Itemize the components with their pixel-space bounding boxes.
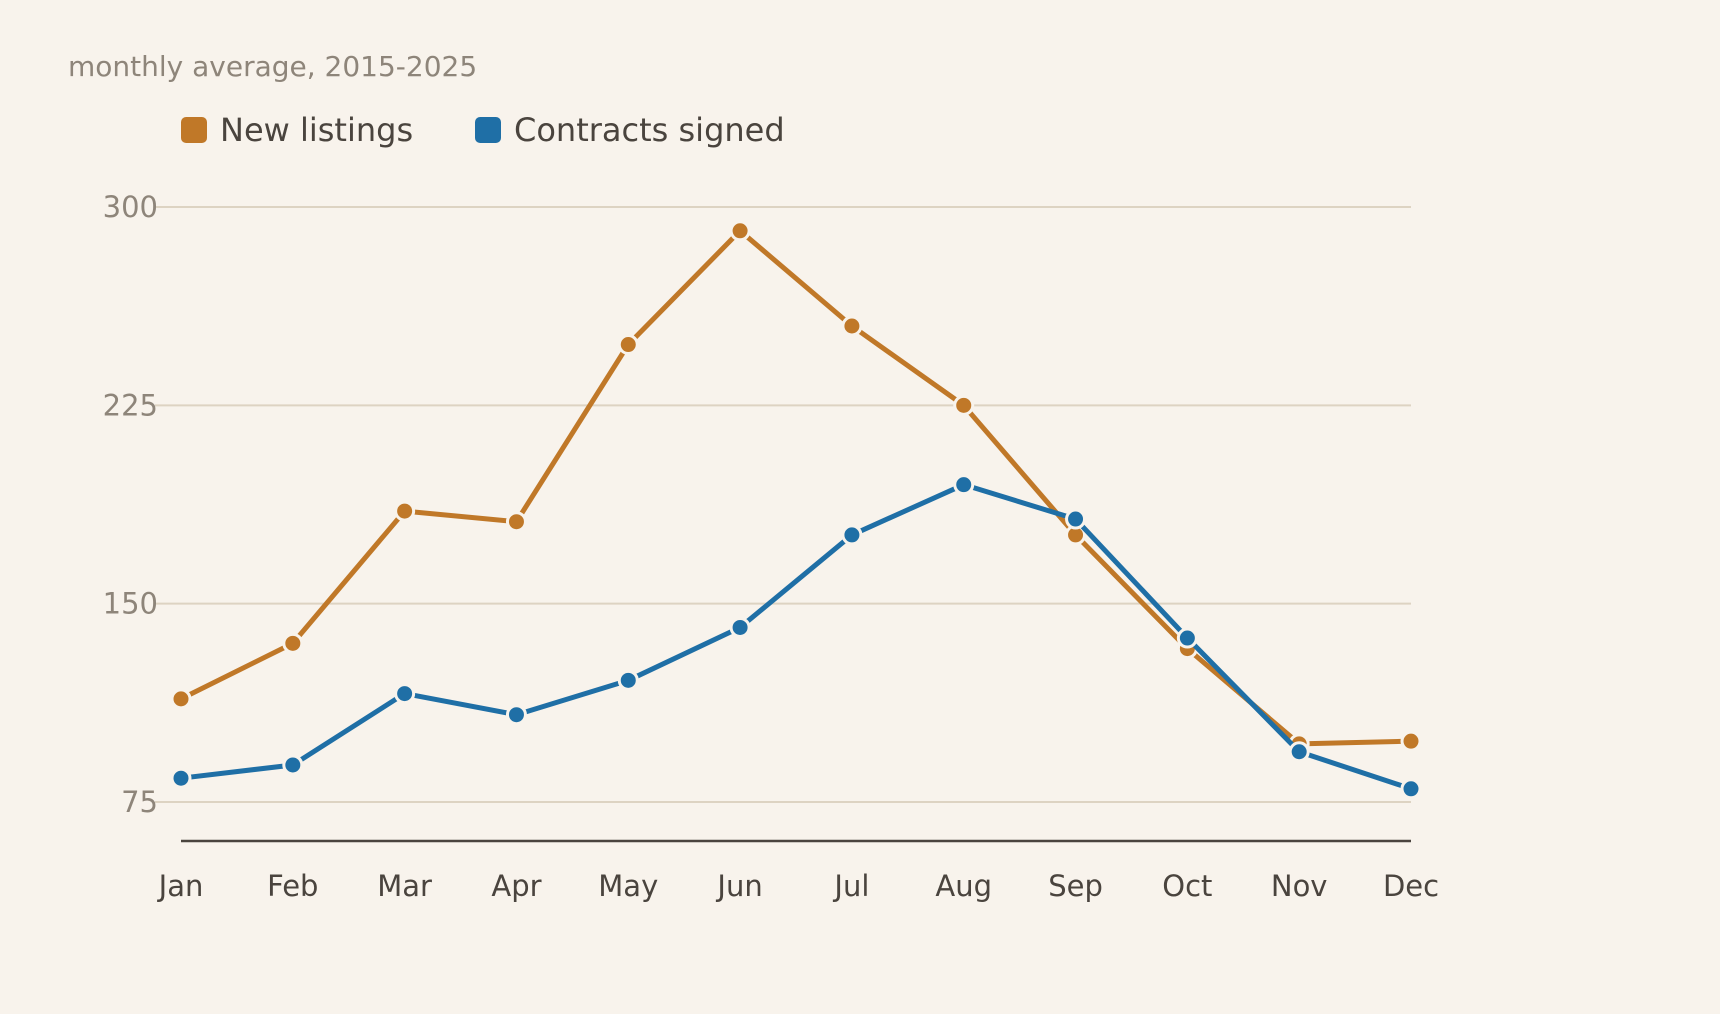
chart-subtitle: monthly average, 2015-2025 (68, 50, 477, 83)
x-tick-label: May (598, 869, 658, 903)
data-point (394, 500, 416, 522)
data-point (841, 524, 863, 546)
data-point (729, 220, 751, 242)
data-point (170, 767, 192, 789)
data-point (282, 754, 304, 776)
x-tick-label: Oct (1162, 869, 1212, 903)
series-line (178, 228, 1414, 747)
series-group (170, 220, 1422, 800)
data-point (729, 616, 751, 638)
data-point (1400, 778, 1422, 800)
series-0 (170, 220, 1422, 755)
x-tick-label: Jul (832, 869, 869, 903)
data-point (617, 669, 639, 691)
data-point (505, 511, 527, 533)
data-point (1400, 730, 1422, 752)
series-line (178, 482, 1414, 792)
y-tick-label: 300 (103, 190, 158, 224)
legend-label: New listings (220, 111, 413, 149)
legend: New listings Contracts signed (181, 111, 785, 149)
data-point (953, 394, 975, 416)
gridlines (155, 206, 1411, 803)
legend-entry: New listings (181, 111, 413, 149)
data-point (394, 683, 416, 705)
x-axis-ticks: Jan Feb Mar Apr May Jun Jul Aug Sep Oct Nov Dec (157, 869, 1439, 903)
y-tick-label: 225 (103, 388, 158, 422)
data-point (617, 334, 639, 356)
x-tick-label: Aug (935, 869, 992, 903)
data-point (1288, 741, 1310, 763)
series-1 (170, 474, 1422, 800)
data-point (282, 632, 304, 654)
data-point (841, 315, 863, 337)
y-axis-ticks: 75 150 225 300 (103, 190, 158, 819)
data-point (1176, 627, 1198, 649)
x-tick-label: Feb (267, 869, 318, 903)
legend-entry: Contracts signed (475, 111, 785, 149)
x-tick-label: Jun (715, 869, 762, 903)
data-point (1065, 508, 1087, 530)
legend-swatch (475, 117, 501, 143)
legend-label: Contracts signed (514, 111, 785, 149)
x-tick-label: Dec (1383, 869, 1439, 903)
data-point (170, 688, 192, 710)
data-point (505, 704, 527, 726)
x-tick-label: Jan (157, 869, 204, 903)
x-tick-label: Mar (377, 869, 432, 903)
y-tick-label: 75 (121, 785, 158, 819)
data-point (953, 474, 975, 496)
x-tick-label: Nov (1271, 869, 1328, 903)
x-tick-label: Sep (1048, 869, 1103, 903)
legend-swatch (181, 117, 207, 143)
y-tick-label: 150 (103, 587, 158, 621)
x-tick-label: Apr (491, 869, 541, 903)
